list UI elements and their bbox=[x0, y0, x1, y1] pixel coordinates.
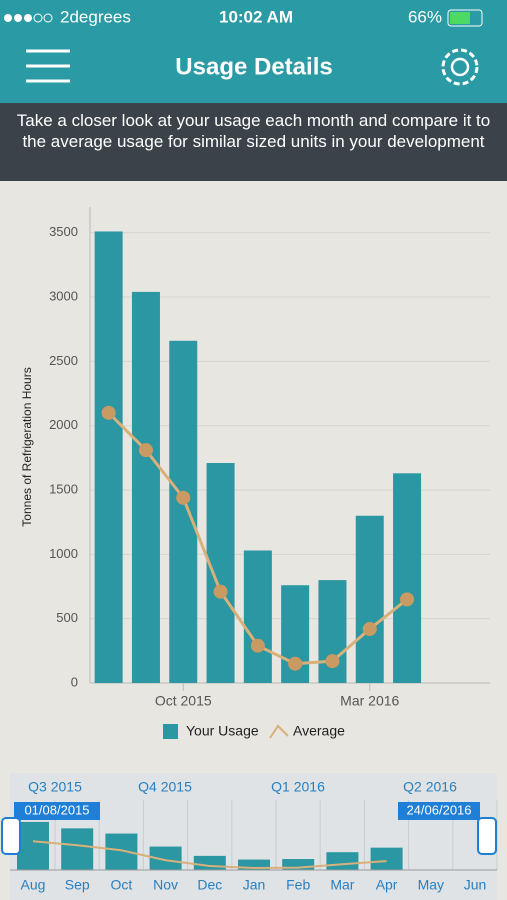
average-point bbox=[288, 656, 303, 671]
y-tick-label: 3000 bbox=[49, 288, 78, 303]
y-tick-label: 2000 bbox=[49, 417, 78, 432]
month-label: May bbox=[418, 877, 444, 893]
banner bbox=[0, 103, 507, 181]
y-axis-label: Tonnes of Refrigeration Hours bbox=[20, 367, 34, 526]
month-label: Sep bbox=[65, 877, 90, 893]
quarter-label: Q4 2015 bbox=[138, 779, 192, 795]
settings-button[interactable] bbox=[441, 48, 479, 86]
battery-level: 66% bbox=[408, 7, 442, 26]
y-tick-label: 1500 bbox=[49, 481, 78, 496]
range-handle-right[interactable] bbox=[477, 817, 497, 855]
header-title: Usage Details bbox=[175, 53, 332, 80]
month-label: Oct bbox=[111, 877, 133, 893]
month-label: Dec bbox=[197, 877, 222, 893]
month-label: Feb bbox=[286, 877, 310, 893]
month-label: Jun bbox=[464, 877, 487, 893]
month-label: Apr bbox=[376, 877, 398, 893]
legend-swatch bbox=[163, 724, 178, 739]
y-tick-label: 2500 bbox=[49, 353, 78, 368]
legend-label: Average bbox=[293, 723, 345, 739]
y-tick-label: 0 bbox=[71, 674, 78, 689]
range-start: 01/08/2015 bbox=[24, 802, 89, 817]
navigator-bar bbox=[17, 821, 49, 870]
average-point bbox=[138, 443, 153, 458]
y-tick-label: 1000 bbox=[49, 546, 78, 561]
battery-fill bbox=[450, 12, 470, 24]
month-label: Nov bbox=[153, 877, 178, 893]
average-point bbox=[250, 638, 265, 653]
menu-button[interactable] bbox=[26, 49, 70, 83]
bar bbox=[206, 463, 235, 683]
navigator-bar bbox=[326, 852, 359, 870]
range-end-box bbox=[398, 802, 480, 820]
month-label: Mar bbox=[330, 877, 354, 893]
average-point bbox=[325, 654, 340, 669]
signal bbox=[4, 13, 53, 23]
clock: 10:02 AM bbox=[219, 7, 293, 26]
navigator-bar bbox=[149, 846, 182, 870]
quarter-label: Q1 2016 bbox=[271, 779, 325, 795]
month-label: Aug bbox=[21, 877, 46, 893]
average-point bbox=[400, 592, 415, 607]
average-point bbox=[176, 490, 191, 505]
quarter-label: Q2 2016 bbox=[403, 779, 457, 795]
range-end: 24/06/2016 bbox=[406, 802, 471, 817]
banner-box: Take a closer look at your usage each mo… bbox=[16, 111, 491, 151]
average-point bbox=[213, 584, 228, 599]
navigator-bar bbox=[238, 859, 270, 870]
carrier: 2degrees bbox=[60, 7, 131, 26]
month-label: Jan bbox=[243, 877, 266, 893]
quarter-label: Q3 2015 bbox=[28, 779, 82, 795]
range-start-box bbox=[14, 802, 100, 820]
bar bbox=[393, 473, 422, 683]
average-point bbox=[101, 405, 116, 420]
banner-text: Take a closer look at your usage each mo… bbox=[16, 111, 491, 151]
app-bar bbox=[0, 0, 507, 103]
navigator-bar bbox=[105, 833, 138, 870]
legend-label: Your Usage bbox=[186, 723, 259, 739]
bar bbox=[94, 231, 123, 683]
bar bbox=[169, 340, 198, 683]
battery bbox=[447, 9, 483, 27]
navigator-bar bbox=[193, 855, 226, 870]
average-point bbox=[362, 621, 377, 636]
y-tick-label: 3500 bbox=[49, 224, 78, 239]
y-tick-label: 500 bbox=[56, 610, 78, 625]
navigator-bar bbox=[282, 859, 315, 870]
x-tick-label: Mar 2016 bbox=[340, 693, 399, 709]
legend-line bbox=[269, 724, 289, 739]
x-tick-label: Oct 2015 bbox=[155, 693, 212, 709]
navigator-line bbox=[32, 840, 387, 869]
navigator-bar bbox=[370, 847, 403, 870]
range-handle-left[interactable] bbox=[1, 817, 21, 855]
bar bbox=[355, 515, 384, 683]
bar bbox=[131, 291, 160, 683]
navigator-bar bbox=[61, 828, 94, 870]
bar bbox=[243, 550, 272, 683]
